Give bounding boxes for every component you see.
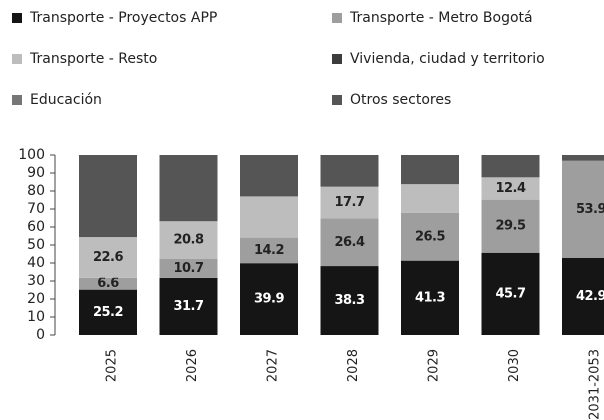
legend-label: Educación	[30, 92, 102, 108]
data-label: 45.7	[495, 286, 526, 301]
bar-segment	[159, 258, 218, 278]
data-label: 31.7	[173, 299, 204, 314]
x-tick-label: 2030	[507, 349, 522, 382]
bar-segment	[401, 155, 459, 185]
legend-swatch	[12, 95, 22, 105]
y-tick-label: 80	[27, 183, 45, 199]
y-tick-label: 40	[27, 255, 45, 271]
bar-segment	[320, 218, 379, 267]
x-tick-label: 2031-2053	[588, 349, 603, 420]
bar-segment	[240, 196, 298, 238]
bar-segment	[320, 186, 379, 219]
legend-label: Transporte - Proyectos APP	[29, 10, 217, 26]
data-label: 39.9	[254, 292, 285, 307]
legend-swatch	[12, 54, 22, 64]
y-tick-label: 100	[18, 147, 45, 163]
data-label: 22.6	[93, 250, 124, 265]
bar-segment	[79, 155, 137, 238]
bar-segment	[481, 177, 540, 200]
bar-segment	[562, 257, 604, 335]
bar-segment	[401, 260, 459, 335]
bar-segment	[240, 155, 298, 197]
bar-segment	[481, 252, 540, 335]
legend-label: Transporte - Resto	[29, 51, 157, 67]
bar-segment	[401, 212, 459, 261]
y-tick-label: 0	[36, 327, 45, 343]
x-tick-label: 2027	[266, 349, 281, 382]
bar-segment	[159, 277, 218, 335]
data-label: 53.9	[576, 202, 604, 217]
legend-label: Otros sectores	[350, 92, 451, 108]
data-label: 38.3	[334, 293, 365, 308]
legend-swatch	[332, 13, 342, 23]
bar-segment	[481, 199, 540, 253]
y-tick-label: 50	[27, 237, 45, 253]
data-label: 14.2	[254, 243, 284, 258]
data-label: 20.8	[173, 232, 204, 247]
data-label: 42.9	[576, 289, 604, 304]
bar-segment	[401, 184, 459, 213]
y-tick-label: 90	[27, 165, 45, 181]
legend-swatch	[332, 95, 342, 105]
bar-segment	[79, 289, 137, 335]
data-label: 26.5	[415, 229, 446, 244]
legend-swatch	[332, 54, 342, 64]
bar-segment	[159, 155, 218, 222]
legend-label: Vivienda, ciudad y territorio	[350, 51, 545, 67]
x-tick-label: 2025	[105, 349, 120, 382]
bar-segment	[159, 221, 218, 259]
y-tick-label: 20	[27, 291, 45, 307]
data-label: 29.5	[495, 219, 526, 234]
data-label: 26.4	[334, 235, 365, 250]
bar-segment	[240, 237, 298, 264]
bar-segment	[320, 266, 379, 335]
x-tick-label: 2029	[427, 349, 442, 382]
data-label: 6.6	[97, 276, 119, 291]
bar-segment	[79, 237, 137, 278]
data-label: 10.7	[173, 261, 204, 276]
y-tick-label: 70	[27, 201, 45, 217]
data-label: 25.2	[93, 305, 123, 320]
legend-swatch	[12, 13, 22, 23]
bar-segment	[320, 155, 379, 187]
y-tick-label: 30	[27, 273, 45, 289]
bar-segment	[79, 277, 137, 290]
bar-segment	[562, 155, 604, 161]
data-label: 17.7	[334, 195, 365, 210]
y-tick-label: 10	[27, 309, 45, 325]
bar-segment	[240, 263, 298, 335]
y-tick-label: 60	[27, 219, 45, 235]
x-tick-label: 2026	[185, 349, 200, 382]
data-label: 41.3	[415, 290, 446, 305]
data-label: 12.4	[495, 181, 526, 196]
legend-label: Transporte - Metro Bogotá	[349, 10, 533, 26]
bar-segment	[562, 160, 604, 258]
bar-segment	[481, 155, 540, 178]
x-tick-label: 2028	[346, 349, 361, 382]
